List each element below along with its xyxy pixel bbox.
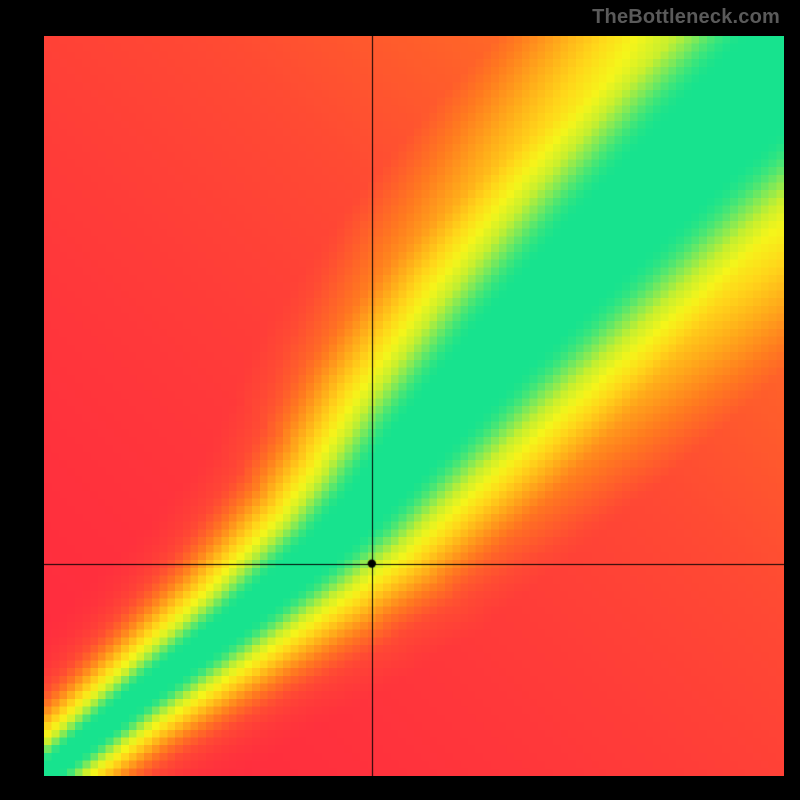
watermark-text: TheBottleneck.com [592, 6, 780, 29]
crosshair-overlay [44, 36, 784, 776]
chart-container: TheBottleneck.com [0, 0, 800, 800]
